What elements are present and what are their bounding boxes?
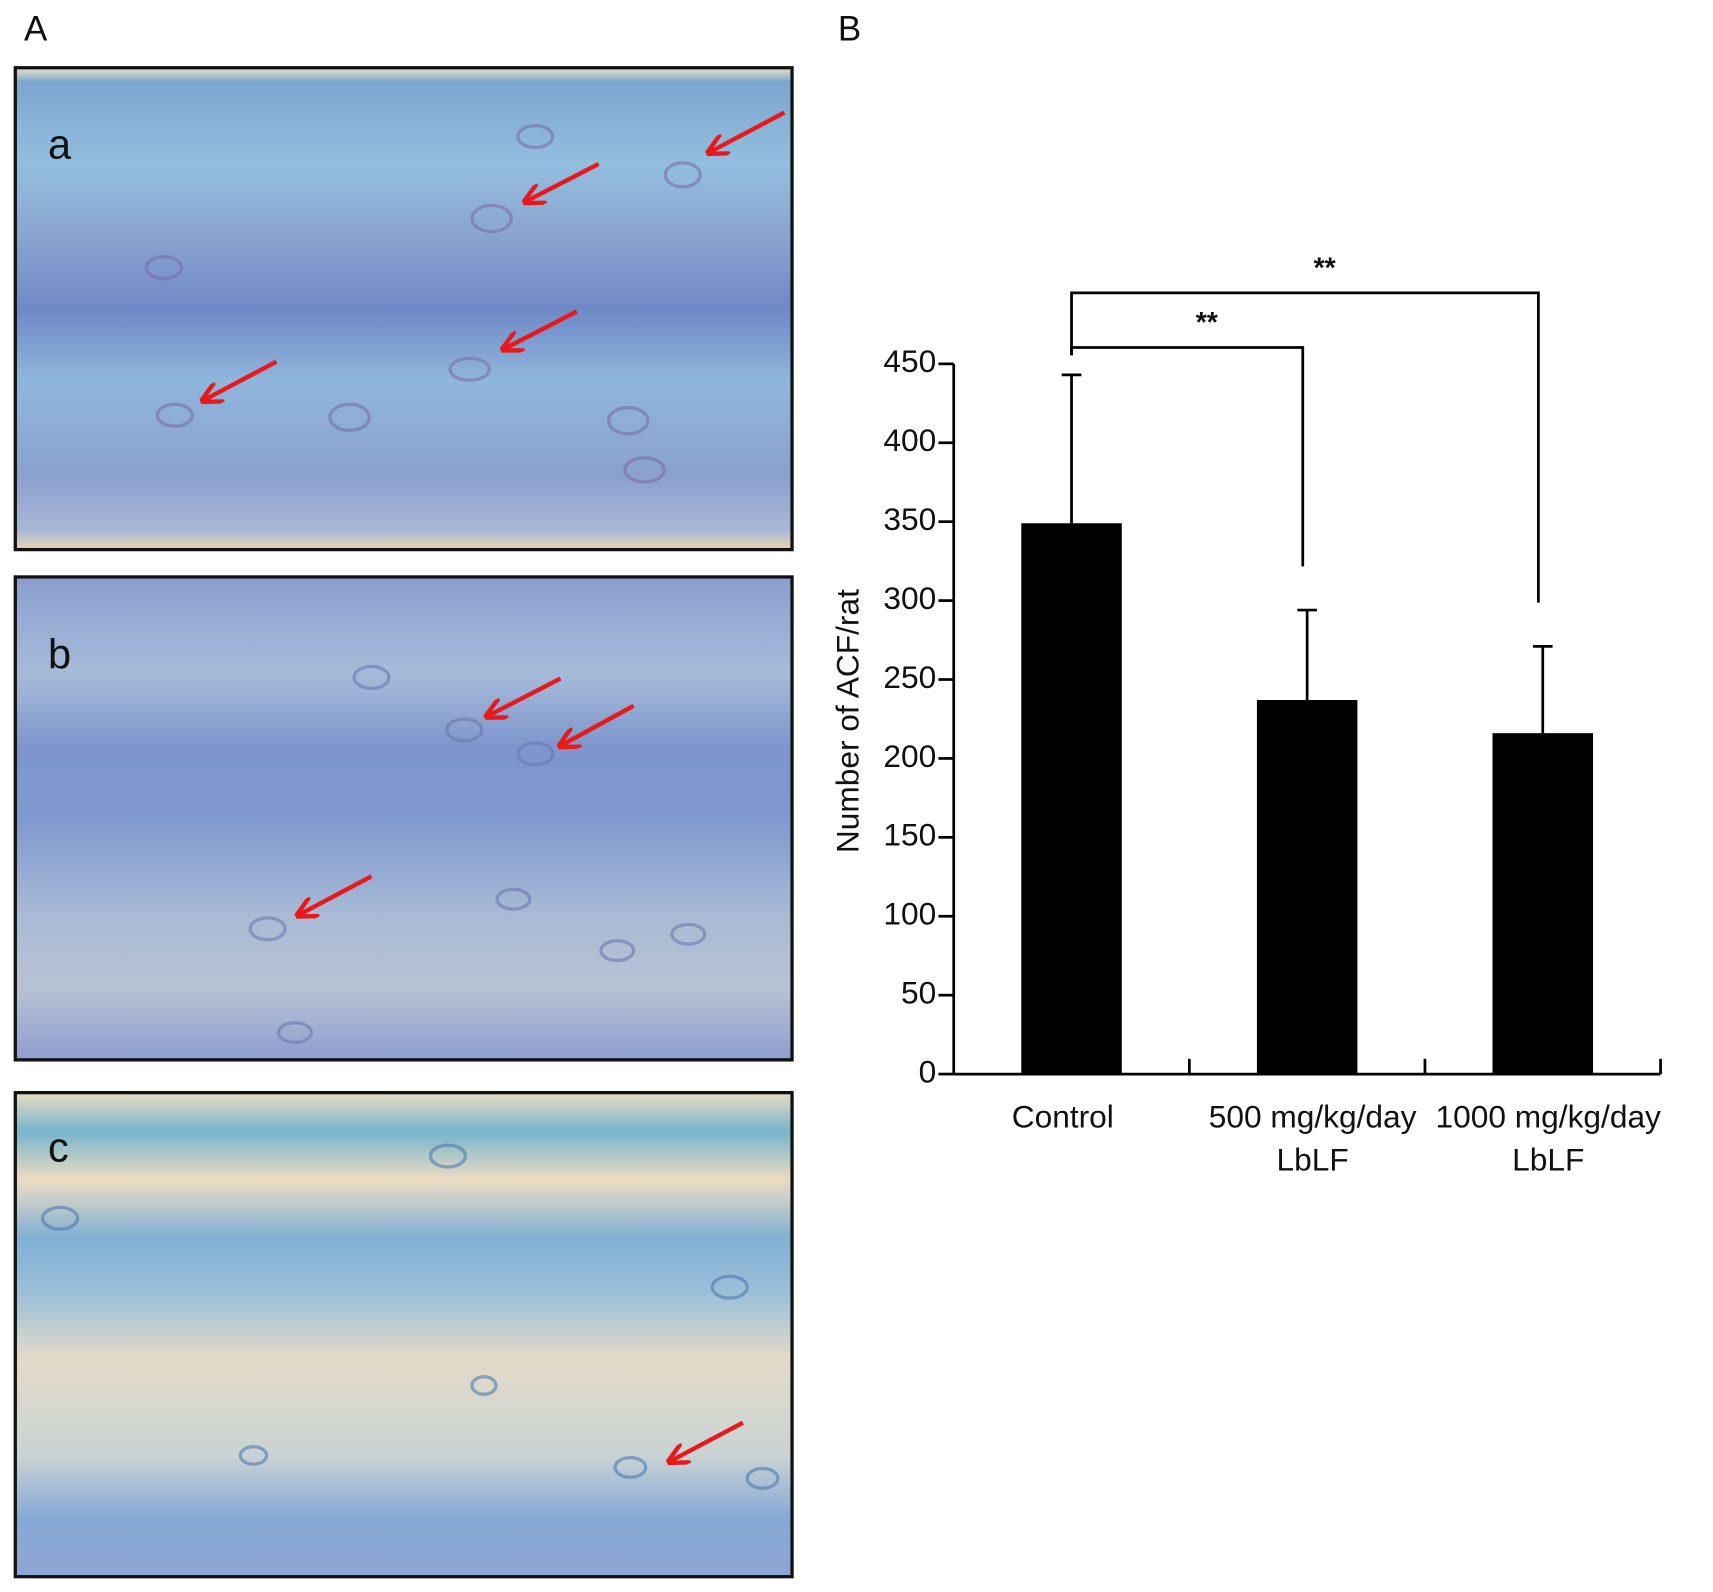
panel-label: B xyxy=(838,9,861,48)
y-tick-label: 250 xyxy=(883,659,936,695)
error-bar xyxy=(1061,373,1082,524)
y-tick-label: 150 xyxy=(883,817,936,853)
error-bar xyxy=(1532,645,1553,734)
micrograph: b xyxy=(13,575,794,1062)
error-bar xyxy=(1297,608,1317,701)
y-tick-label: 300 xyxy=(883,580,936,616)
micrograph: a xyxy=(13,66,794,552)
y-axis-title: Number of ACF/rat xyxy=(829,589,865,853)
panel-sublabel: a xyxy=(48,120,72,167)
x-tick-label: 500 mg/kg/day LbLF xyxy=(1209,1099,1417,1178)
bar-chart: Number of ACF/rat 0 50 100 150 200 250 300 350 4… xyxy=(829,253,1662,1178)
y-tick-label: 400 xyxy=(883,422,936,458)
y-tick-label: 350 xyxy=(883,501,936,537)
y-tick-label: 0 xyxy=(919,1053,937,1089)
y-tick-label: 200 xyxy=(883,738,936,774)
bar xyxy=(1021,523,1122,1075)
y-tick-label: 450 xyxy=(883,343,936,379)
panel-sublabel: c xyxy=(48,1123,69,1170)
x-tick-label: 1000 mg/kg/day LbLF xyxy=(1436,1099,1662,1178)
significance-label: ** xyxy=(1314,253,1337,285)
y-tick-label: 100 xyxy=(883,896,936,932)
significance-label: ** xyxy=(1196,307,1219,339)
significance-bracket xyxy=(1070,346,1305,567)
panel-sublabel: b xyxy=(48,631,71,678)
significance-bracket xyxy=(1070,291,1540,603)
bar xyxy=(1492,733,1594,1075)
bar xyxy=(1256,700,1358,1075)
x-tick-label: Control xyxy=(1012,1099,1114,1135)
y-tick-label: 50 xyxy=(901,975,936,1011)
micrograph: c xyxy=(13,1091,794,1579)
panel-label: A xyxy=(24,9,48,48)
